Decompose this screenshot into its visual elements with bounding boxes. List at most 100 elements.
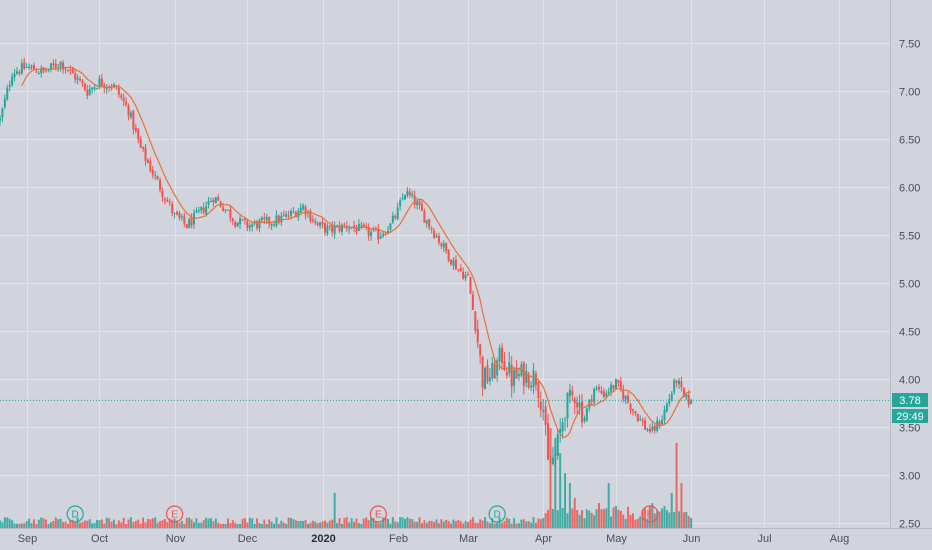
candle-body	[445, 243, 448, 252]
volume-bar	[343, 518, 346, 528]
x-tick-label: Jun	[683, 533, 701, 545]
candle-body	[163, 198, 166, 201]
candle-body	[447, 249, 450, 261]
volume-bar	[530, 522, 533, 528]
volume-bar	[505, 517, 508, 528]
candle-body	[566, 392, 569, 419]
volume-bar	[418, 517, 421, 528]
volume-bar	[525, 521, 528, 528]
candle-body	[539, 401, 542, 410]
volume-bar	[54, 517, 57, 528]
candle-body	[348, 228, 351, 230]
volume-bar	[139, 523, 142, 528]
candle-body	[45, 70, 48, 72]
volume-bar	[47, 523, 50, 528]
volume-bar	[71, 519, 74, 528]
volume-bar	[323, 520, 326, 528]
candle-body	[40, 67, 43, 74]
candle-body	[3, 98, 6, 108]
candle-body	[212, 199, 215, 203]
volume-bar	[607, 483, 610, 528]
candle-body	[634, 410, 637, 414]
volume-bar	[614, 506, 617, 528]
candle-body	[57, 67, 60, 69]
volume-bar	[304, 520, 307, 528]
candle-body	[197, 210, 200, 212]
candle-body	[190, 217, 193, 226]
volume-bar	[328, 520, 331, 528]
candle-body	[144, 147, 147, 161]
event-marker[interactable]: E	[166, 505, 184, 523]
candle-body	[578, 402, 581, 408]
volume-bar	[306, 523, 309, 528]
volume-bar	[678, 511, 681, 528]
candle-body	[440, 243, 443, 246]
candle-body	[474, 311, 477, 331]
volume-bar	[193, 522, 196, 528]
volume-bar	[644, 508, 647, 528]
volume-bar	[379, 522, 382, 528]
volume-bar	[559, 453, 562, 528]
volume-bar	[391, 517, 394, 528]
candle-body	[665, 404, 668, 412]
event-marker[interactable]: E	[369, 505, 387, 523]
volume-bar	[610, 516, 613, 528]
volume-bar	[585, 509, 588, 528]
candle-body	[71, 68, 74, 74]
volume-bar	[682, 512, 685, 528]
candle-body	[76, 77, 79, 80]
candle-body	[159, 179, 162, 191]
volume-bar	[178, 522, 181, 528]
volume-bar	[365, 517, 368, 528]
volume-bar	[132, 522, 135, 528]
volume-bar	[125, 523, 128, 528]
event-marker[interactable]: E	[641, 505, 659, 523]
candle-body	[188, 219, 191, 229]
candle-body	[576, 402, 579, 408]
event-marker[interactable]: D	[488, 505, 506, 523]
event-marker[interactable]: D	[66, 505, 84, 523]
candle-body	[88, 89, 91, 95]
volume-bar	[374, 520, 377, 528]
candle-body	[544, 406, 547, 426]
price-axis[interactable]: 7.50 7.00 6.50 6.00 5.50 5.00 4.50 4.00 3.50 3.00…	[899, 39, 920, 531]
volume-bar	[81, 522, 84, 528]
candle-body	[450, 259, 453, 265]
candle-body	[62, 62, 65, 70]
candle-body	[205, 206, 208, 215]
last-price-badge	[892, 393, 928, 407]
volume-bar	[600, 509, 603, 528]
volume-bar	[428, 520, 431, 528]
volume-bar	[605, 508, 608, 528]
candle-body	[236, 222, 239, 227]
volume-bar	[214, 518, 217, 528]
volume-bar	[74, 521, 77, 528]
volume-bar	[619, 510, 622, 528]
candle-body	[670, 393, 673, 400]
volume-bar	[197, 522, 200, 528]
candle-body	[639, 418, 642, 420]
volume-bar	[23, 523, 26, 528]
volume-bar	[112, 519, 115, 528]
candle-body	[377, 228, 380, 240]
volume-bar	[20, 523, 23, 528]
candle-body	[214, 197, 217, 204]
volume-bar	[263, 519, 266, 528]
candle-body	[263, 217, 266, 220]
candle-body	[202, 207, 205, 213]
volume-bar	[265, 523, 268, 528]
volume-bar	[561, 508, 564, 528]
volume-bar	[631, 513, 634, 528]
volume-bar	[49, 522, 52, 528]
candle-body	[294, 212, 297, 217]
volume-bar	[542, 517, 545, 528]
time-axis[interactable]: Sep Oct Nov Dec 2020 Feb Mar Apr May Jun Jul Aug	[18, 533, 850, 545]
volume-bar	[493, 523, 496, 528]
candle-body	[394, 216, 397, 218]
volume-bar	[268, 519, 271, 528]
volume-bar	[79, 522, 82, 528]
volume-bar	[91, 523, 94, 528]
volume-bar	[401, 517, 404, 528]
volume-bar	[406, 517, 409, 528]
